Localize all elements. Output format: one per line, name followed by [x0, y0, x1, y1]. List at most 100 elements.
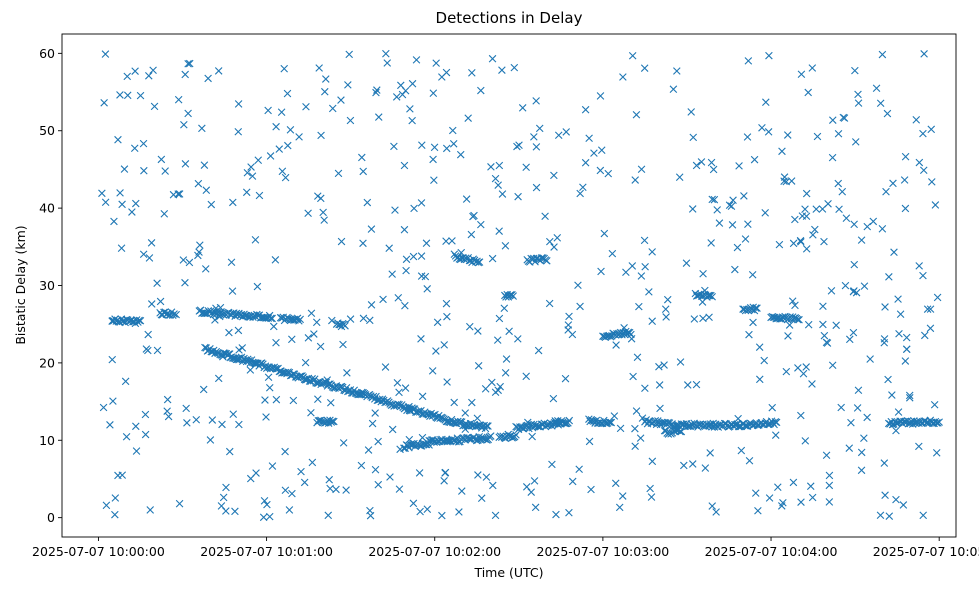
data-point [310, 330, 318, 338]
data-point [255, 191, 264, 200]
data-point [443, 378, 451, 386]
data-point [141, 410, 150, 419]
data-point [895, 329, 903, 338]
data-point [568, 477, 577, 486]
data-point [648, 248, 656, 256]
data-point [774, 483, 782, 491]
data-point [755, 375, 764, 384]
data-point [184, 109, 192, 118]
data-point [438, 511, 446, 520]
data-point [182, 404, 190, 413]
data-point [272, 338, 280, 347]
data-point [823, 339, 832, 347]
data-point [130, 144, 139, 153]
data-point [811, 225, 819, 234]
data-point [745, 456, 754, 465]
data-point [324, 511, 333, 520]
data-point [796, 236, 805, 245]
data-point [641, 384, 649, 393]
data-point [307, 408, 315, 417]
data-point [498, 190, 507, 198]
data-point [111, 494, 120, 502]
data-point [697, 158, 706, 166]
data-point [164, 412, 173, 421]
data-point [708, 292, 716, 301]
data-point [662, 313, 670, 321]
data-point [440, 341, 449, 349]
data-point [768, 403, 777, 412]
data-point [905, 391, 914, 400]
data-point [802, 212, 811, 221]
data-point [468, 69, 476, 77]
data-point [281, 173, 290, 182]
data-point [238, 344, 247, 352]
data-point [514, 335, 522, 343]
data-point [260, 497, 269, 505]
data-point [850, 260, 859, 269]
data-point [261, 396, 269, 404]
data-point [218, 420, 226, 429]
data-point [713, 206, 721, 214]
data-point [179, 256, 188, 264]
data-point [706, 449, 714, 457]
data-point [345, 50, 354, 59]
y-tick-label: 50 [39, 123, 55, 138]
data-point [627, 330, 635, 339]
data-point [394, 294, 403, 302]
data-point [243, 168, 252, 177]
data-point [281, 486, 290, 495]
data-point [147, 300, 156, 308]
data-point [441, 469, 449, 477]
data-point [383, 59, 392, 67]
data-point [841, 281, 850, 290]
data-point [234, 100, 243, 108]
data-point [825, 498, 834, 506]
data-point [648, 457, 657, 466]
data-point [442, 299, 451, 308]
data-point [857, 448, 866, 457]
data-point [655, 381, 664, 389]
data-point [863, 222, 872, 231]
data-point [579, 183, 587, 192]
data-point [131, 199, 140, 208]
data-point [120, 165, 129, 173]
data-point [622, 268, 630, 277]
data-point [530, 133, 538, 141]
data-point [728, 221, 737, 229]
data-point [295, 133, 303, 141]
data-point [386, 473, 394, 481]
data-point [185, 258, 194, 267]
data-point [366, 316, 374, 325]
data-point [118, 471, 127, 479]
data-point [775, 240, 784, 249]
data-point [637, 272, 646, 280]
data-point [710, 195, 719, 204]
data-point [692, 161, 701, 170]
data-point [202, 186, 211, 194]
data-point [423, 285, 432, 293]
data-point [827, 287, 836, 295]
data-point [272, 122, 280, 131]
data-point [640, 64, 649, 72]
data-point [919, 271, 927, 280]
data-point [144, 346, 152, 355]
data-point [495, 227, 503, 235]
data-point [363, 198, 372, 207]
data-point [229, 198, 237, 207]
data-point [707, 158, 716, 167]
data-point [139, 250, 148, 259]
data-point [545, 299, 554, 308]
data-point [512, 431, 520, 439]
data-point [393, 379, 402, 387]
data-point [474, 258, 483, 267]
data-point [330, 417, 338, 426]
data-point [477, 220, 485, 229]
data-point [253, 282, 262, 291]
data-point [488, 54, 497, 63]
data-point [268, 314, 276, 323]
data-point [488, 378, 496, 387]
data-point [495, 314, 504, 323]
data-point [235, 346, 243, 354]
data-point [196, 241, 204, 249]
data-point [339, 340, 347, 349]
